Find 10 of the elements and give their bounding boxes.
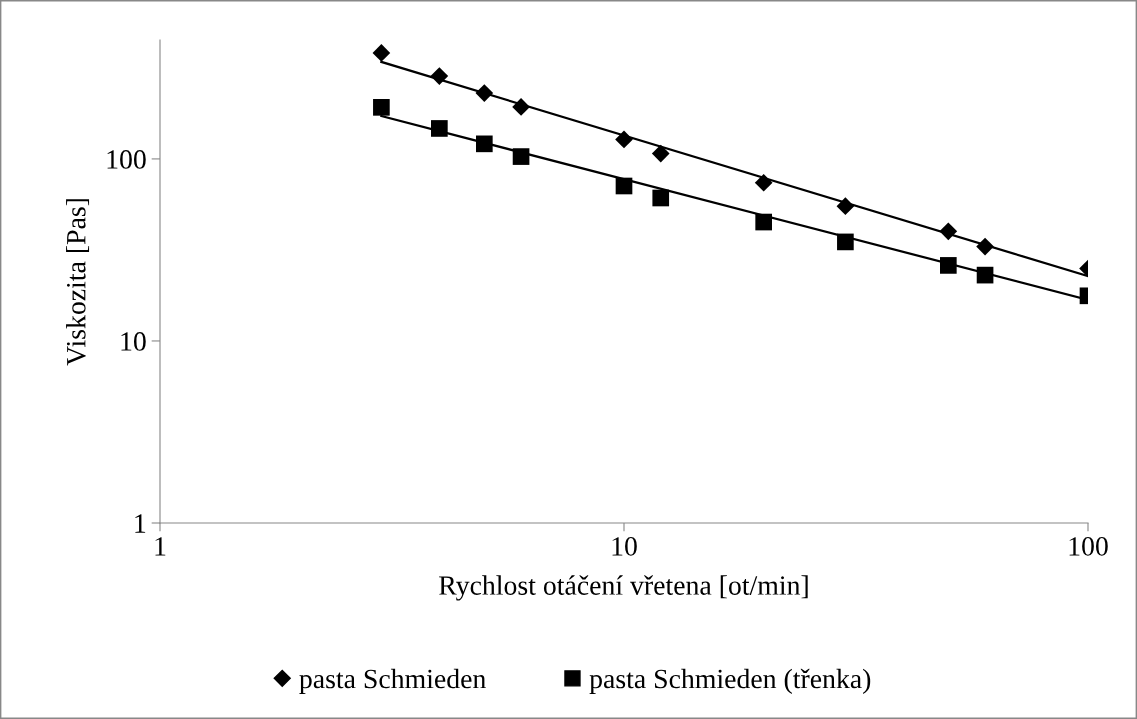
x-tick-label: 10 xyxy=(612,537,637,556)
y-tick-label: 10 xyxy=(121,332,146,351)
x-axis-title: Rychlost otáčení vřetena [ot/min] xyxy=(439,575,808,601)
y-axis-title: Viskozita [Pas] xyxy=(66,199,90,366)
legend-label: pasta Schmieden (třenka) xyxy=(589,668,871,694)
y-tick-label: 1 xyxy=(135,514,146,533)
x-tick-label: 100 xyxy=(1069,537,1108,556)
y-tick-label: 100 xyxy=(107,150,146,169)
x-tick-label: 1 xyxy=(155,537,166,556)
legend-label: pasta Schmieden xyxy=(299,668,486,694)
